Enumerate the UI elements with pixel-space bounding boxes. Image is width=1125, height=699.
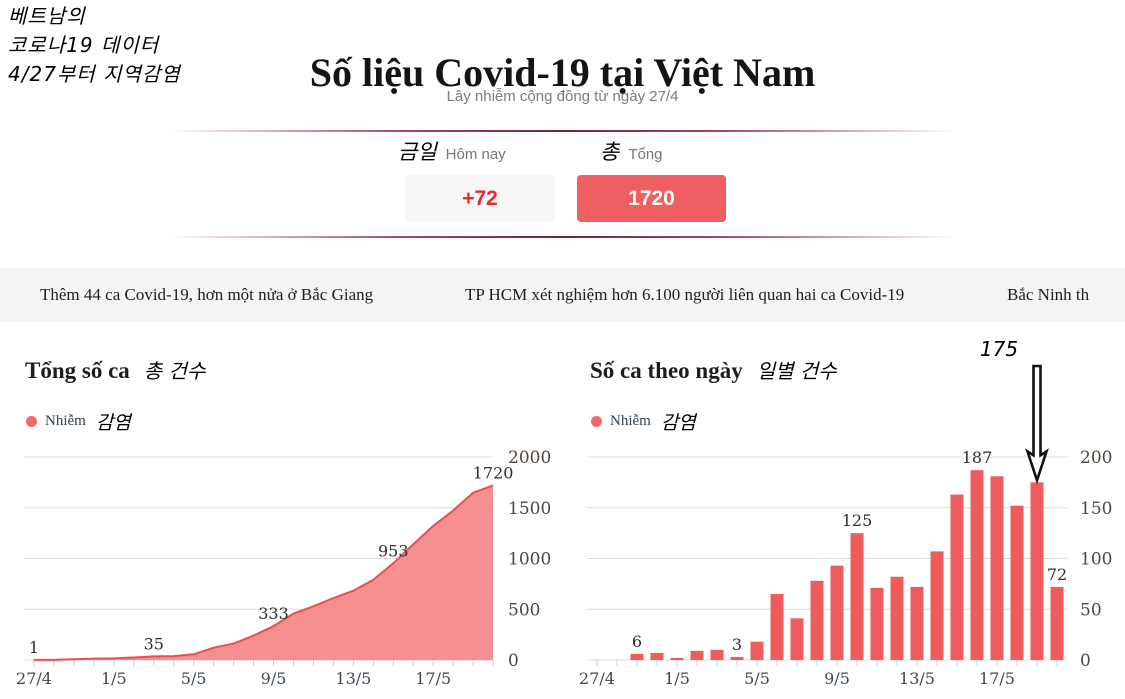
- today-value-box: +72: [405, 175, 555, 222]
- daily-chart-title: Số ca theo ngày 일별 건수: [590, 355, 837, 384]
- today-label: Hôm nay: [445, 146, 506, 163]
- news-ticker: Thêm 44 ca Covid-19, hơn một nửa ở Bắc G…: [0, 268, 1125, 322]
- x-axis-tick-label: 27/4: [579, 669, 615, 688]
- divider-line: [168, 236, 958, 238]
- handwritten-note-line: 베트남의: [8, 4, 86, 28]
- cumulative-chart-legend: Nhiễm 감염: [26, 409, 131, 434]
- x-axis-tick-label: 1/5: [664, 669, 690, 688]
- total-label-row: 총 Tổng: [600, 136, 663, 164]
- bar: [830, 565, 844, 660]
- handwritten-down-arrow: [1025, 364, 1049, 485]
- y-axis-tick-label: 1500: [508, 499, 551, 519]
- x-axis-tick-label: 9/5: [824, 669, 850, 688]
- daily-chart-svg: 0 50 100 150 200 27/4 1/5 5/5 9/5 13/5 17/5 6 3 125 18…: [579, 337, 1112, 688]
- x-axis-tick-label: 27/4: [16, 669, 52, 688]
- cumulative-chart-svg: 0 500 1000 1500 2000 27/4 1/5 5/5 9/5 13/5 17/5 1 35…: [16, 448, 551, 688]
- bar-value-label: 125: [842, 511, 873, 530]
- legend-korean-note: 감염: [95, 411, 131, 434]
- bar: [970, 470, 984, 660]
- news-headline-link[interactable]: Bắc Ninh th: [1007, 285, 1090, 304]
- today-value: +72: [462, 187, 498, 210]
- today-korean-note: 금일: [398, 140, 437, 164]
- daily-chart-legend: Nhiễm 감염: [591, 409, 696, 434]
- bar: [790, 618, 804, 660]
- x-axis-tick-label: 9/5: [261, 669, 287, 688]
- legend-korean-note: 감염: [660, 411, 696, 434]
- x-axis-tick-label: 1/5: [101, 669, 127, 688]
- total-label: Tổng: [628, 146, 663, 163]
- y-axis-tick-label: 0: [1080, 651, 1091, 671]
- total-value-box: 1720: [577, 175, 726, 222]
- data-point-label: 1: [29, 638, 39, 657]
- legend-dot-icon: [26, 415, 37, 427]
- x-axis-tick-label: 17/5: [979, 669, 1015, 688]
- bar: [690, 650, 704, 660]
- legend-label: Nhiễm: [45, 412, 86, 429]
- bar-value-label: 3: [732, 635, 742, 654]
- total-korean-note: 총: [600, 140, 620, 164]
- legend-label: Nhiễm: [610, 412, 651, 429]
- data-point-label: 1720: [473, 463, 514, 482]
- y-axis-tick-label: 0: [508, 651, 519, 671]
- handwritten-arrow-value: 175: [980, 337, 1018, 361]
- chart-title-text: Tổng số ca: [25, 358, 130, 383]
- bar: [810, 580, 824, 660]
- x-axis-tick-label: 5/5: [744, 669, 770, 688]
- chart-title-korean-note: 총 건수: [143, 359, 206, 383]
- bar: [890, 576, 904, 660]
- divider-line: [168, 130, 958, 132]
- bar: [770, 594, 784, 660]
- x-axis-tick-label: 13/5: [335, 669, 371, 688]
- handwritten-note: 베트남의 코로나19 데이터 4/27부터 지역감염: [8, 2, 181, 89]
- page-subtitle: Lây nhiễm cộng đồng từ ngày 27/4: [446, 88, 679, 105]
- y-axis-tick-label: 1000: [508, 550, 551, 570]
- chart-title-text: Số ca theo ngày: [590, 358, 743, 383]
- data-point-label: 35: [144, 634, 164, 653]
- x-axis-tick-label: 13/5: [899, 669, 935, 688]
- bar: [630, 653, 644, 660]
- bar: [950, 494, 964, 660]
- bar: [930, 551, 944, 660]
- y-axis-tick-label: 150: [1080, 499, 1112, 519]
- bar-value-label: 187: [962, 448, 993, 467]
- bar: [1050, 586, 1064, 660]
- page-title: Số liệu Covid-19 tại Việt Nam: [309, 49, 816, 95]
- bar: [910, 586, 924, 660]
- chart-title-korean-note: 일별 건수: [756, 359, 837, 383]
- area-fill: [34, 485, 494, 660]
- bar: [670, 657, 684, 660]
- y-axis-tick-label: 50: [1080, 600, 1102, 620]
- bar: [1030, 482, 1044, 660]
- total-value: 1720: [628, 187, 675, 210]
- y-axis-tick-label: 100: [1080, 550, 1112, 570]
- y-axis-tick-label: 2000: [508, 448, 551, 468]
- legend-dot-icon: [591, 415, 602, 427]
- bar: [1010, 505, 1024, 660]
- x-axis-tick-label: 5/5: [181, 669, 207, 688]
- bar: [990, 476, 1004, 660]
- cumulative-chart-title: Tổng số ca 총 건수: [25, 355, 205, 384]
- data-point-label: 953: [378, 541, 409, 560]
- handwritten-note-line: 4/27부터 지역감염: [8, 62, 181, 86]
- bar: [850, 533, 864, 660]
- bar: [710, 649, 724, 660]
- bar: [730, 656, 744, 660]
- area-line: [34, 484, 494, 661]
- bar: [750, 641, 764, 660]
- bar: [650, 652, 664, 660]
- data-point-label: 333: [258, 604, 289, 623]
- news-headline-link[interactable]: TP HCM xét nghiệm hơn 6.100 người liên q…: [465, 285, 905, 304]
- handwritten-note-line: 코로나19 데이터: [8, 33, 160, 57]
- bar: [870, 587, 884, 660]
- y-axis-tick-label: 200: [1080, 448, 1112, 468]
- x-axis-tick-label: 17/5: [415, 669, 451, 688]
- y-axis-tick-label: 500: [508, 600, 540, 620]
- bar-value-label: 6: [632, 632, 642, 651]
- news-headline-link[interactable]: Thêm 44 ca Covid-19, hơn một nửa ở Bắc G…: [40, 285, 374, 304]
- today-label-row: 금일 Hôm nay: [398, 136, 506, 164]
- bar-value-label: 72: [1047, 565, 1067, 584]
